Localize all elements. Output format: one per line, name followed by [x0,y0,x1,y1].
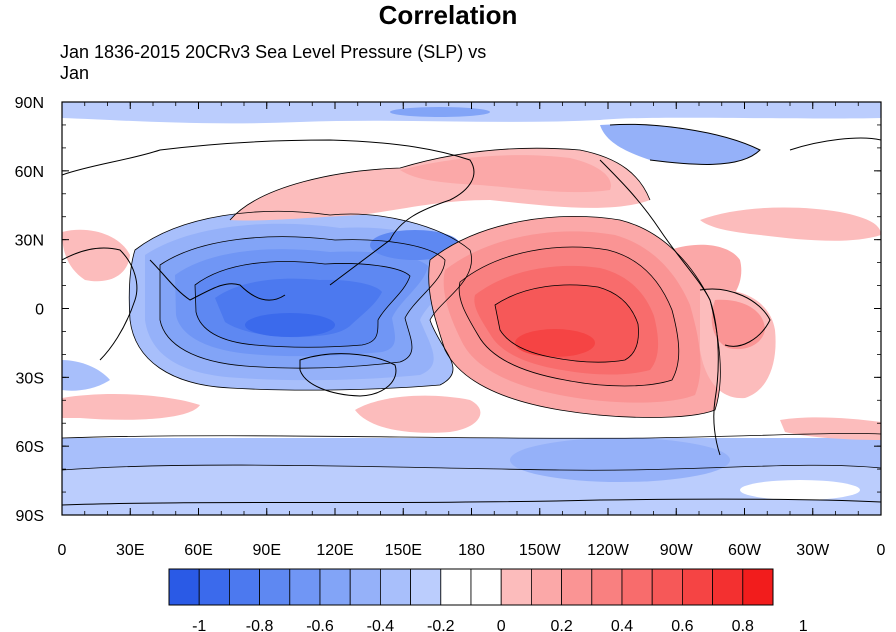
greenland-blue [600,124,760,165]
lon-label: 180 [458,542,485,559]
colorbar [168,568,774,606]
lon-label: 0 [58,542,67,559]
lon-label: 120W [587,542,630,559]
colorbar-box [319,568,351,606]
latitude-labels: 90N 60N 30N 0 30S 60S 90S [15,95,44,525]
axis-ticks [61,101,882,516]
subtitle-line-1: Jan 1836-2015 20CRv3 Sea Level Pressure … [60,42,487,62]
colorbar-tick-label: 0.4 [611,618,633,632]
lat-label: 30S [16,370,44,387]
colorbar-tick-label: -0.8 [246,618,274,632]
lat-label: 90S [16,508,44,525]
southern-white-patch [740,480,860,500]
lon-label: 90E [253,542,281,559]
colorbar-frame [168,568,774,606]
chart-title: Correlation [378,0,518,30]
lon-label: 60E [184,542,212,559]
colorbar-tick-label: -0.6 [306,618,334,632]
lat-label: 60N [15,164,44,181]
colorbar-tick-label: -0.4 [367,618,395,632]
colorbar-box [259,568,291,606]
colorbar-tick-label: 1 [799,618,808,632]
colorbar-box [198,568,230,606]
lon-label: 150E [385,542,422,559]
colorbar-box [561,568,593,606]
colorbar-tick-label: 0.8 [732,618,754,632]
colorbar-tick-label: -1 [192,618,206,632]
north-pacific-pink-core [400,155,611,193]
map-field [62,102,881,515]
colorbar-box [410,568,442,606]
lon-label: 30W [796,542,830,559]
contour-lines [62,147,881,471]
colorbar-tick-label: 0.2 [550,618,572,632]
lat-label: 0 [35,302,44,319]
north-atlantic-pink [700,207,881,241]
lon-label: 60W [728,542,762,559]
southern-pacific-blue [510,438,730,482]
colorbar-box [621,568,653,606]
colorbar-labels: -1 -0.8 -0.6 -0.4 -0.2 0 0.2 0.4 0.6 0.8 1 [192,618,808,632]
south-atlantic-pink [62,394,200,420]
colorbar-box [470,568,502,606]
colorbar-box [440,568,472,606]
lon-label: 150W [519,542,562,559]
colorbar-box [712,568,744,606]
lon-label: 90W [660,542,694,559]
colorbar-box [500,568,532,606]
north-africa-pink [62,229,130,282]
lat-label: 90N [15,95,44,112]
colorbar-box [228,568,260,606]
colorbar-box [742,568,774,606]
lat-label: 30N [15,233,44,250]
colorbar-box [682,568,714,606]
lon-label: 120E [316,542,353,559]
chart-subtitle: Jan 1836-2015 20CRv3 Sea Level Pressure … [60,42,620,84]
colorbar-box [289,568,321,606]
colorbar-box [168,568,200,606]
colorbar-box [349,568,381,606]
lon-label: 30E [116,542,144,559]
colorbar-tick-label: -0.2 [427,618,455,632]
west-pacific-blue-core [370,230,460,260]
longitude-labels: 0 30E 60E 90E 120E 150E 180 150W 120W 90W 60W 30W 0 [58,542,886,559]
negative-region-core [245,313,335,337]
south-africa-blue [62,360,110,391]
lat-label: 60S [16,439,44,456]
positive-region-core [515,329,595,357]
tasman-pink [355,395,481,433]
colorbar-tick-label: 0 [497,618,506,632]
subtitle-line-2: Jan [60,63,90,83]
colorbar-box [379,568,411,606]
arctic-blue-core [390,107,490,117]
colorbar-tick-label: 0.6 [671,618,693,632]
colorbar-box [531,568,563,606]
south-america-pink-core [711,299,765,350]
colorbar-box [591,568,623,606]
lon-label: 0 [877,542,886,559]
colorbar-box [651,568,683,606]
coastlines [62,123,881,506]
